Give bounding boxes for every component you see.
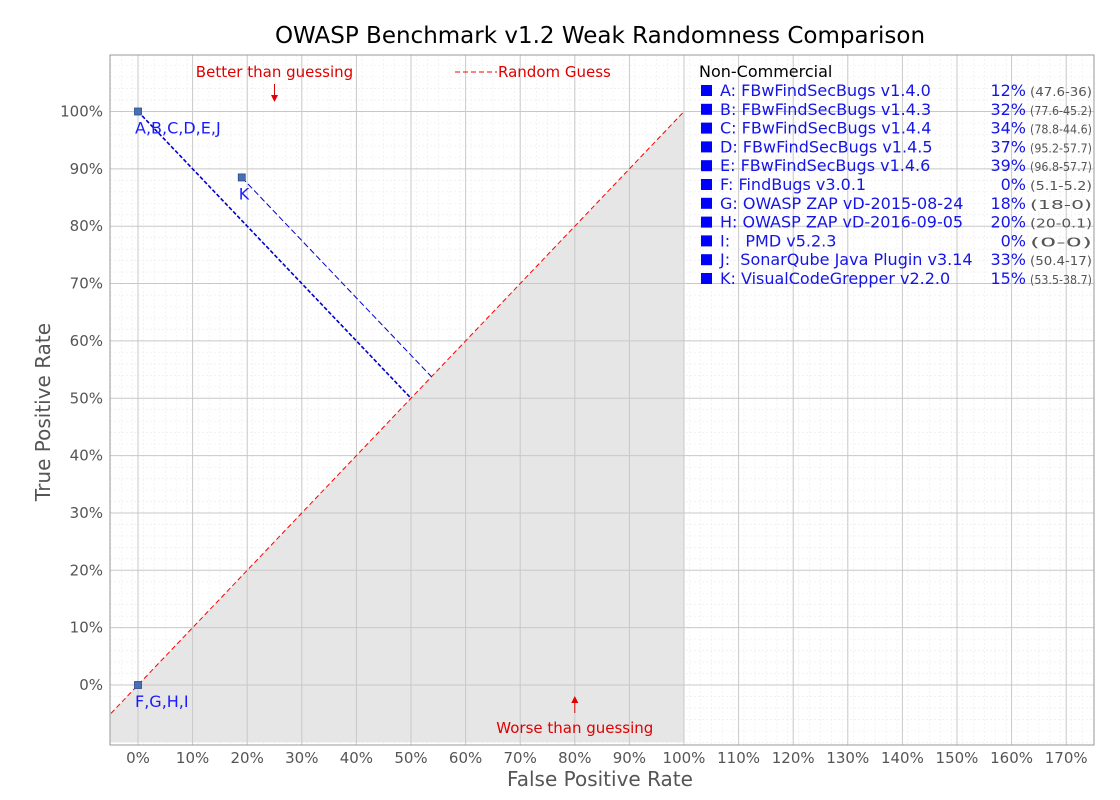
legend-entry-name: D: FBwFindSecBugs v1.4.5 <box>720 137 933 156</box>
data-point <box>134 681 142 689</box>
y-tick-label: 50% <box>70 389 103 407</box>
x-axis-label: False Positive Rate <box>507 767 693 791</box>
y-tick-label: 30% <box>70 504 103 522</box>
legend-marker <box>701 197 712 209</box>
legend-entry-name: K: VisualCodeGrepper v2.2.0 <box>720 269 950 288</box>
y-tick-label: 10% <box>70 619 103 637</box>
legend-entry-name: J: SonarQube Java Plugin v3.14 <box>719 250 973 269</box>
legend-marker <box>701 216 712 228</box>
x-tick-label: 60% <box>449 749 482 767</box>
legend-entry-name: G: OWASP ZAP vD-2015-08-24 <box>720 194 963 213</box>
legend-entry-name: E: FBwFindSecBugs v1.4.6 <box>720 156 930 175</box>
x-tick-label: 70% <box>504 749 537 767</box>
legend-entry-range: (0-0) <box>1030 235 1092 249</box>
x-tick-label: 140% <box>881 749 924 767</box>
x-tick-label: 50% <box>394 749 427 767</box>
legend-marker <box>701 160 712 172</box>
y-tick-label: 60% <box>70 332 103 350</box>
x-tick-label: 10% <box>176 749 209 767</box>
x-tick-label: 40% <box>340 749 373 767</box>
y-tick-label: 90% <box>70 160 103 178</box>
plot-area: A,B,C,D,E,J K F,G,H,I Better than guessing W… <box>60 54 1095 767</box>
worse-than-guessing-region <box>110 111 684 743</box>
y-tick-label: 100% <box>60 103 103 121</box>
x-tick-label: 80% <box>558 749 591 767</box>
x-tick-label: 150% <box>936 749 979 767</box>
legend-marker <box>701 235 712 247</box>
legend-entry-name: H: OWASP ZAP vD-2016-09-05 <box>720 213 963 232</box>
y-tick-label: 40% <box>70 447 103 465</box>
random-guess-legend-label: Random Guess <box>498 63 611 81</box>
legend-entry-score: 0% <box>1001 175 1026 194</box>
legend-entry-range: (50.4-17) <box>1030 254 1092 268</box>
legend-marker <box>701 103 712 115</box>
legend-entry-range: (20-0.1) <box>1030 217 1092 231</box>
point-label: A,B,C,D,E,J <box>135 119 221 138</box>
legend-entry-score: 39% <box>990 156 1026 175</box>
legend-marker <box>701 254 712 266</box>
legend-entry-score: 37% <box>990 137 1026 156</box>
x-tick-label: 30% <box>285 749 318 767</box>
point-label: F,G,H,I <box>135 692 189 711</box>
y-tick-label: 70% <box>70 275 103 293</box>
legend-entry-range: (5.1-5.2) <box>1030 179 1092 193</box>
x-tick-label: 120% <box>772 749 815 767</box>
point-label: K <box>239 184 250 203</box>
legend-entry-range: (53.5-38.7) <box>1030 273 1092 287</box>
x-tick-label: 110% <box>717 749 760 767</box>
legend-marker <box>701 122 712 134</box>
legend-entry-range: (96.8-57.7) <box>1030 160 1092 174</box>
x-tick-label: 20% <box>231 749 264 767</box>
legend-marker <box>701 141 712 153</box>
legend-entry-range: (47.6-36) <box>1030 85 1092 99</box>
legend-heading: Non-Commercial <box>699 62 832 81</box>
legend-entry-score: 15% <box>990 269 1026 288</box>
y-tick-label: 0% <box>79 676 103 694</box>
legend-entry-range: (77.6-45.2) <box>1030 104 1092 118</box>
legend-entry-range: (18-0) <box>1030 198 1092 212</box>
legend-entry-name: B: FBwFindSecBugs v1.4.3 <box>720 100 931 119</box>
worse-arrow-head <box>571 696 579 703</box>
x-tick-label: 170% <box>1045 749 1088 767</box>
worse-than-guessing-label: Worse than guessing <box>496 719 653 737</box>
legend-entry-name: C: FBwFindSecBugs v1.4.4 <box>720 119 931 138</box>
legend-marker <box>701 179 712 190</box>
projection-line <box>241 177 432 378</box>
x-tick-label: 130% <box>826 749 869 767</box>
legend-entry-name: A: FBwFindSecBugs v1.4.0 <box>720 81 931 100</box>
y-tick-label: 80% <box>70 217 103 235</box>
plot-content <box>110 55 1094 745</box>
legend-entry-name: F: FindBugs v3.0.1 <box>720 175 866 194</box>
plot-border <box>109 54 1095 746</box>
legend-entry-score: 33% <box>990 250 1026 269</box>
legend-entry-score: 20% <box>990 213 1026 232</box>
x-tick-label: 90% <box>613 749 646 767</box>
legend-entry-score: 0% <box>1001 231 1026 250</box>
data-point <box>134 107 142 116</box>
better-arrow-head <box>271 95 278 102</box>
x-tick-label: 100% <box>663 749 706 767</box>
legend-entry-score: 12% <box>990 81 1026 100</box>
better-than-guessing-label: Better than guessing <box>196 63 353 81</box>
legend-entry-score: 18% <box>990 194 1026 213</box>
legend-entry-score: 34% <box>990 119 1026 138</box>
legend-entry-score: 32% <box>990 100 1026 119</box>
y-tick-label: 20% <box>70 561 103 579</box>
legend-entry-name: I: PMD v5.2.3 <box>720 231 836 250</box>
y-axis-label: True Positive Rate <box>31 323 55 502</box>
x-tick-label: 0% <box>126 749 150 767</box>
chart-title: OWASP Benchmark v1.2 Weak Randomness Com… <box>275 23 925 49</box>
x-tick-label: 160% <box>990 749 1033 767</box>
legend-marker <box>701 273 712 284</box>
legend-marker <box>701 85 712 96</box>
legend-entry-range: (78.8-44.6) <box>1030 123 1092 137</box>
legend-entry-range: (95.2-57.7) <box>1030 141 1092 155</box>
data-point <box>237 173 246 182</box>
random-guess-line <box>110 111 685 716</box>
